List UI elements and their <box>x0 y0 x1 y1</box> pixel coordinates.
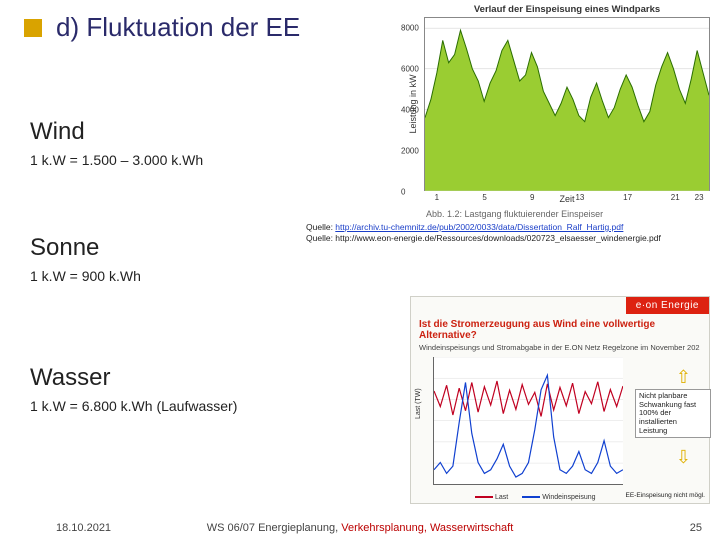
chart2-annotation-2: EE-Einspeisung nicht mögl. <box>626 492 706 500</box>
wind-heading: Wind <box>30 118 203 146</box>
chart-windpark: Verlauf der Einspeisung eines Windparks … <box>424 4 710 219</box>
footer: 18.10.2021 WS 06/07 Energieplanung, Verk… <box>0 522 720 534</box>
title-bullet-icon <box>24 19 42 37</box>
chart2-ylabel-left: Last (TW) <box>415 388 422 419</box>
chart2-headline: Ist die Stromerzeugung aus Wind eine vol… <box>419 319 701 341</box>
chart1-ytick: 4000 <box>401 106 419 115</box>
footer-center-red: Verkehrsplanung, Wasserwirtschaft <box>341 522 513 534</box>
chart2-legend: Last Windeinspeisung <box>475 494 596 501</box>
chart1-ytick: 2000 <box>401 147 419 156</box>
chart-eon: e·on Energie Ist die Stromerzeugung aus … <box>410 296 710 504</box>
wind-line: 1 k.W = 1.500 – 3.000 k.Wh <box>30 152 203 168</box>
slide-title: d) Fluktuation der EE <box>56 12 300 43</box>
chart1-caption: Abb. 1.2: Lastgang fluktuierender Einspe… <box>426 209 710 219</box>
sonne-line: 1 k.W = 900 k.Wh <box>30 268 141 284</box>
eon-brand-badge: e·on Energie <box>626 297 709 314</box>
wasser-heading: Wasser <box>30 364 237 392</box>
legend-wind: Windeinspeisung <box>522 494 595 501</box>
chart1-xtick: 5 <box>482 193 486 202</box>
chart1-xlabel: Zeit <box>559 194 574 204</box>
legend-last: Last <box>475 494 508 501</box>
down-arrow-icon: ⇩ <box>676 447 691 468</box>
section-wind: Wind 1 k.W = 1.500 – 3.000 k.Wh <box>30 118 203 168</box>
source-1-label: Quelle: <box>306 222 335 232</box>
chart2-annotation-1: Nicht planbare Schwankung fast 100% der … <box>635 389 711 438</box>
chart1-title: Verlauf der Einspeisung eines Windparks <box>424 4 710 15</box>
chart1-ytick: 6000 <box>401 65 419 74</box>
footer-center-black: WS 06/07 Energieplanung, <box>207 522 342 534</box>
chart2-plot <box>433 357 623 485</box>
chart1-xtick: 1 <box>435 193 439 202</box>
chart1-xtick: 23 <box>695 193 704 202</box>
chart1-xtick: 13 <box>575 193 584 202</box>
wasser-line: 1 k.W = 6.800 k.Wh (Laufwasser) <box>30 398 237 414</box>
up-arrow-icon: ⇧ <box>676 367 691 388</box>
sonne-heading: Sonne <box>30 234 141 262</box>
chart1-xtick: 17 <box>623 193 632 202</box>
chart1-xtick: 9 <box>530 193 534 202</box>
chart1-ylabel: Leistung in kW <box>408 74 418 133</box>
source-1: Quelle: http://archiv.tu-chemnitz.de/pub… <box>306 222 714 233</box>
source-1-link[interactable]: http://archiv.tu-chemnitz.de/pub/2002/00… <box>335 222 623 232</box>
chart1-xtick: 21 <box>671 193 680 202</box>
section-wasser: Wasser 1 k.W = 6.800 k.Wh (Laufwasser) <box>30 364 237 414</box>
chart1-ytick: 8000 <box>401 24 419 33</box>
chart1-ytick: 0 <box>401 188 405 197</box>
footer-date: 18.10.2021 <box>56 522 111 534</box>
chart2-subline: Windeinspeisungs und Stromabgabe in der … <box>419 343 701 352</box>
footer-center: WS 06/07 Energieplanung, Verkehrsplanung… <box>207 522 514 534</box>
footer-page: 25 <box>690 522 702 534</box>
slide: d) Fluktuation der EE Wind 1 k.W = 1.500… <box>0 0 720 540</box>
chart1-plot: Leistung in kW Zeit 02000400060008000159… <box>424 17 710 191</box>
sources-block: Quelle: http://archiv.tu-chemnitz.de/pub… <box>306 222 714 244</box>
source-2: Quelle: http://www.eon-energie.de/Ressou… <box>306 233 714 244</box>
section-sonne: Sonne 1 k.W = 900 k.Wh <box>30 234 141 284</box>
